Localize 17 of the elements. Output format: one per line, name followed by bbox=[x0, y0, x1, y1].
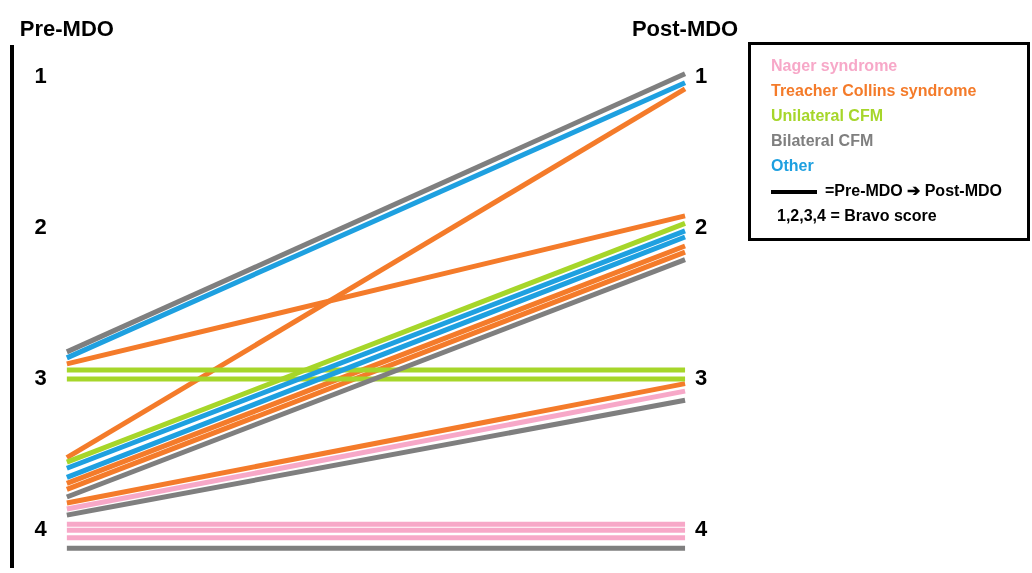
x-tick-label: Post-MDO bbox=[631, 15, 739, 41]
text: Unilateral CFM bbox=[771, 106, 884, 126]
y-tick-label: 3 bbox=[34, 365, 47, 391]
y-tick-label: 1 bbox=[34, 62, 47, 88]
y2-tick-label: 4 bbox=[695, 516, 708, 542]
y2-tick-label: 3 bbox=[695, 365, 708, 391]
y2-tick-label: 1 bbox=[695, 62, 708, 88]
text: Bilateral CFM bbox=[771, 131, 875, 151]
y-tick-label: 2 bbox=[34, 214, 47, 240]
y2-tick-label: 2 bbox=[695, 214, 708, 240]
text: Nager syndrome bbox=[771, 56, 899, 76]
text: Other bbox=[771, 156, 815, 176]
annotation: 1,2,3,4 = Bravo score bbox=[777, 207, 937, 224]
x-tick-label: Pre-MDO bbox=[19, 15, 114, 41]
y-tick-label: 4 bbox=[34, 516, 48, 542]
text: Treacher Collins syndrome bbox=[771, 81, 978, 101]
annotation: =Pre-MDO ➔ Post-MDO bbox=[825, 182, 1003, 199]
